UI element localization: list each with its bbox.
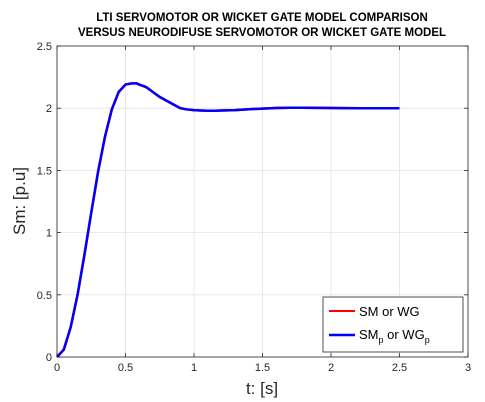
legend-box [322,296,464,353]
series-group [56,82,400,358]
x-tick-label: 0.5 [118,362,133,374]
y-tick-label: 1.5 [37,165,52,177]
y-tick-label: 0 [46,352,52,364]
ticks: 0 0.5 1 1.5 2 2.5 3 0 0.5 1 1.5 2 2.5 [37,41,471,374]
y-tick-label: 1 [46,228,52,240]
y-tick-label: 0.5 [37,290,52,302]
x-tick-label: 2.5 [392,362,407,374]
x-tick-label: 1 [191,362,197,374]
legend-label-sm: SM or WG [359,304,420,319]
chart-title-line-1: LTI SERVOMOTOR OR WICKET GATE MODEL COMP… [96,12,428,24]
legend-label-smp-sub2: p [425,335,430,345]
x-tick-label: 0 [54,362,60,374]
y-tick-label: 2.5 [37,41,52,53]
y-tick-label: 2 [46,103,52,115]
x-tick-label: 2 [328,362,334,374]
legend-label-smp-sub: p [379,335,384,345]
y-axis-label: Sm: [p.u] [10,167,29,235]
x-tick-label: 3 [465,362,471,374]
chart-title-line-2: VERSUS NEURODIFUSE SERVOMOTOR OR WICKET … [78,27,446,39]
legend-label-sm-rest: or WG [379,304,420,319]
x-axis-label: t: [s] [246,379,278,398]
legend: SM or WG SMp or WGp [322,296,464,353]
legend-label-smp-mid: or WG [384,327,425,342]
legend-label-smp: SMp or WGp [359,327,430,345]
legend-label-sm-main: SM [359,304,379,319]
x-tick-label: 1.5 [255,362,270,374]
legend-label-smp-main: SM [359,327,379,342]
series-line-smp [56,82,400,358]
